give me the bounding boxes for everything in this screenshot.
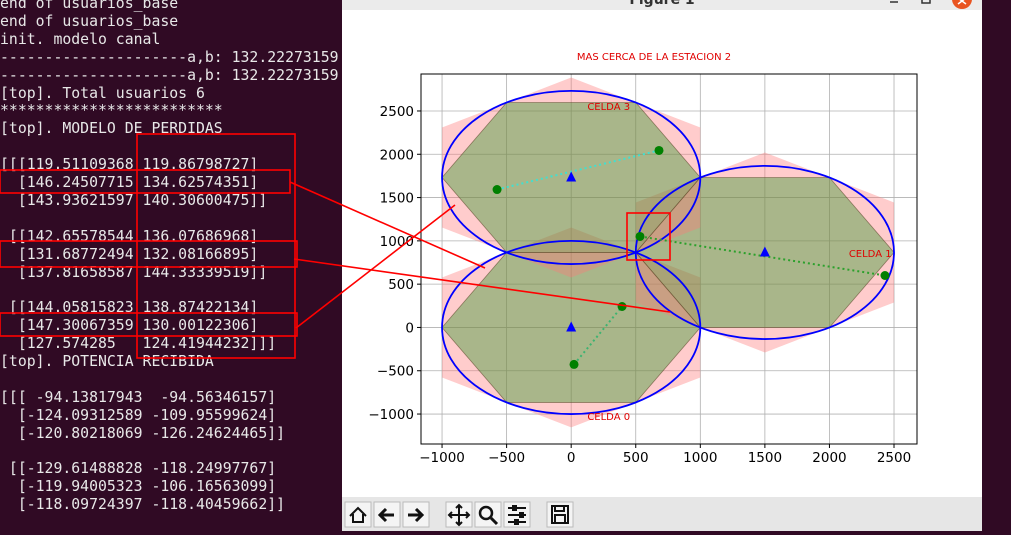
station	[566, 321, 577, 332]
terminal-line: [-120.80218069 -126.24624465]]	[0, 424, 286, 442]
x-tick-label: −1000	[419, 450, 465, 466]
user-point	[617, 301, 627, 311]
x-tick-label: 2000	[812, 450, 846, 466]
forward-button[interactable]	[402, 501, 430, 528]
toolbar	[342, 497, 982, 531]
terminal-line: [127.574285 124.41944232]]]	[0, 335, 277, 353]
terminal-line: ---------------------a,b: 132.22273159	[0, 48, 339, 66]
window-title: Figure 1	[629, 0, 695, 8]
y-tick-label: −500	[377, 364, 414, 380]
x-tick-label: 500	[623, 450, 649, 466]
x-tick-label: −500	[488, 450, 525, 466]
terminal-line: end of usuarios_base	[0, 0, 179, 12]
maximize-button[interactable]	[921, 0, 931, 4]
terminal-line: [[-129.61488828 -118.24997767]	[0, 460, 277, 478]
x-tick-label: 1500	[748, 450, 782, 466]
figure-window: Figure 1 MAS CERCA DE LA ESTACION 2 −1000…	[342, 0, 982, 531]
save-button[interactable]	[546, 501, 574, 528]
y-tick-label: 0	[405, 320, 414, 336]
terminal-line: [-124.09312589 -109.95599624]	[0, 406, 277, 424]
terminal-line: [[144.05815823 138.87422134]	[0, 299, 259, 317]
close-button[interactable]	[952, 0, 972, 9]
cell-label: CELDA 0	[587, 412, 630, 423]
window-controls	[890, 0, 972, 9]
configure-button[interactable]	[503, 501, 531, 528]
x-tick-label: 1000	[683, 450, 717, 466]
y-tick-label: −1000	[368, 407, 414, 423]
terminal-line: [-119.94005323 -106.16563099]	[0, 478, 277, 496]
terminal-line: *************************	[0, 102, 223, 120]
y-tick-label: 1500	[380, 191, 414, 207]
pan-button[interactable]	[445, 501, 473, 528]
y-tick-label: 500	[388, 277, 414, 293]
y-tick-label: 2500	[380, 104, 414, 120]
close-icon	[957, 0, 967, 5]
cell-label: CELDA 3	[587, 102, 630, 113]
terminal-line: [146.24507715 134.62574351]	[0, 174, 259, 191]
terminal-line: [[[119.51109368 119.86798727]	[0, 156, 259, 174]
terminal-line: [top]. Total usuarios 6	[0, 84, 205, 102]
x-tick-label: 2500	[877, 450, 911, 466]
terminal-line: [147.30067359 130.00122306]	[0, 317, 259, 335]
back-button[interactable]	[373, 501, 401, 528]
station	[566, 171, 577, 182]
terminal-line: [137.81658587 144.33339519]]	[0, 263, 268, 281]
chart-title: MAS CERCA DE LA ESTACION 2	[577, 52, 731, 63]
link-line	[639, 235, 886, 277]
terminal: end of usuarios_base end of usuarios_base…	[0, 0, 345, 535]
y-tick-label: 1000	[380, 234, 414, 250]
home-button[interactable]	[344, 501, 372, 528]
x-tick-label: 0	[567, 450, 576, 466]
terminal-line: init. modelo canal	[0, 30, 161, 48]
terminal-line: [143.93621597 140.30600475]]	[0, 191, 268, 209]
terminal-line: end of usuarios_base	[0, 12, 179, 30]
terminal-line: [top]. POTENCIA RECIBIDA	[0, 353, 214, 370]
terminal-line: [[[ -94.13817943 -94.56346157]	[0, 388, 277, 406]
user-point	[569, 359, 579, 369]
user-point	[635, 231, 645, 241]
y-tick-label: 2000	[380, 147, 414, 163]
terminal-line: [top]. MODELO DE PERDIDAS	[0, 120, 223, 138]
user-point	[654, 145, 664, 155]
user-point	[492, 185, 502, 195]
terminal-line: [[142.65578544 136.07686968]	[0, 227, 259, 245]
toolbar-icons	[344, 501, 574, 528]
terminal-line: ---------------------a,b: 132.22273159	[0, 66, 339, 84]
chart: MAS CERCA DE LA ESTACION 2 −1000 −500 0 500 1…	[368, 52, 918, 466]
plot-area	[421, 74, 917, 444]
title-bar: Figure 1	[342, 0, 982, 10]
terminal-line: [131.68772494 132.08166895]	[0, 245, 259, 263]
terminal-line: [-118.09724397 -118.40459662]]	[0, 496, 286, 514]
zoom-button[interactable]	[474, 501, 502, 528]
station	[759, 246, 770, 257]
cell-label: CELDA 1	[849, 249, 892, 260]
user-point	[880, 270, 890, 280]
